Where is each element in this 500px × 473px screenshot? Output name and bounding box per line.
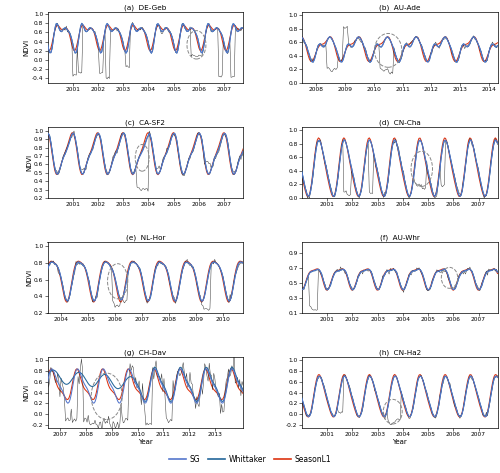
Y-axis label: NDVI: NDVI xyxy=(26,269,32,286)
Title: (c)  CA-SF2: (c) CA-SF2 xyxy=(126,120,166,126)
X-axis label: Year: Year xyxy=(138,439,152,445)
Y-axis label: NDVI: NDVI xyxy=(26,154,32,171)
X-axis label: Year: Year xyxy=(392,439,407,445)
Y-axis label: NDVI: NDVI xyxy=(24,39,30,56)
Legend: SG, Whittaker, SeasonL1: SG, Whittaker, SeasonL1 xyxy=(166,452,334,467)
Title: (e)  NL-Hor: (e) NL-Hor xyxy=(126,235,165,241)
Y-axis label: NDVI: NDVI xyxy=(24,384,30,401)
Title: (g)  CH-Dav: (g) CH-Dav xyxy=(124,350,166,357)
Title: (a)  DE-Geb: (a) DE-Geb xyxy=(124,5,166,11)
Title: (b)  AU-Ade: (b) AU-Ade xyxy=(379,5,420,11)
Title: (d)  CN-Cha: (d) CN-Cha xyxy=(379,120,420,126)
Title: (h)  CN-Ha2: (h) CN-Ha2 xyxy=(378,350,421,357)
Title: (f)  AU-Whr: (f) AU-Whr xyxy=(380,235,420,241)
